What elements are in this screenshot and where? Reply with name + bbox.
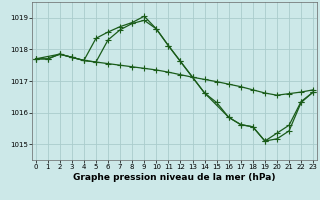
X-axis label: Graphe pression niveau de la mer (hPa): Graphe pression niveau de la mer (hPa) (73, 173, 276, 182)
